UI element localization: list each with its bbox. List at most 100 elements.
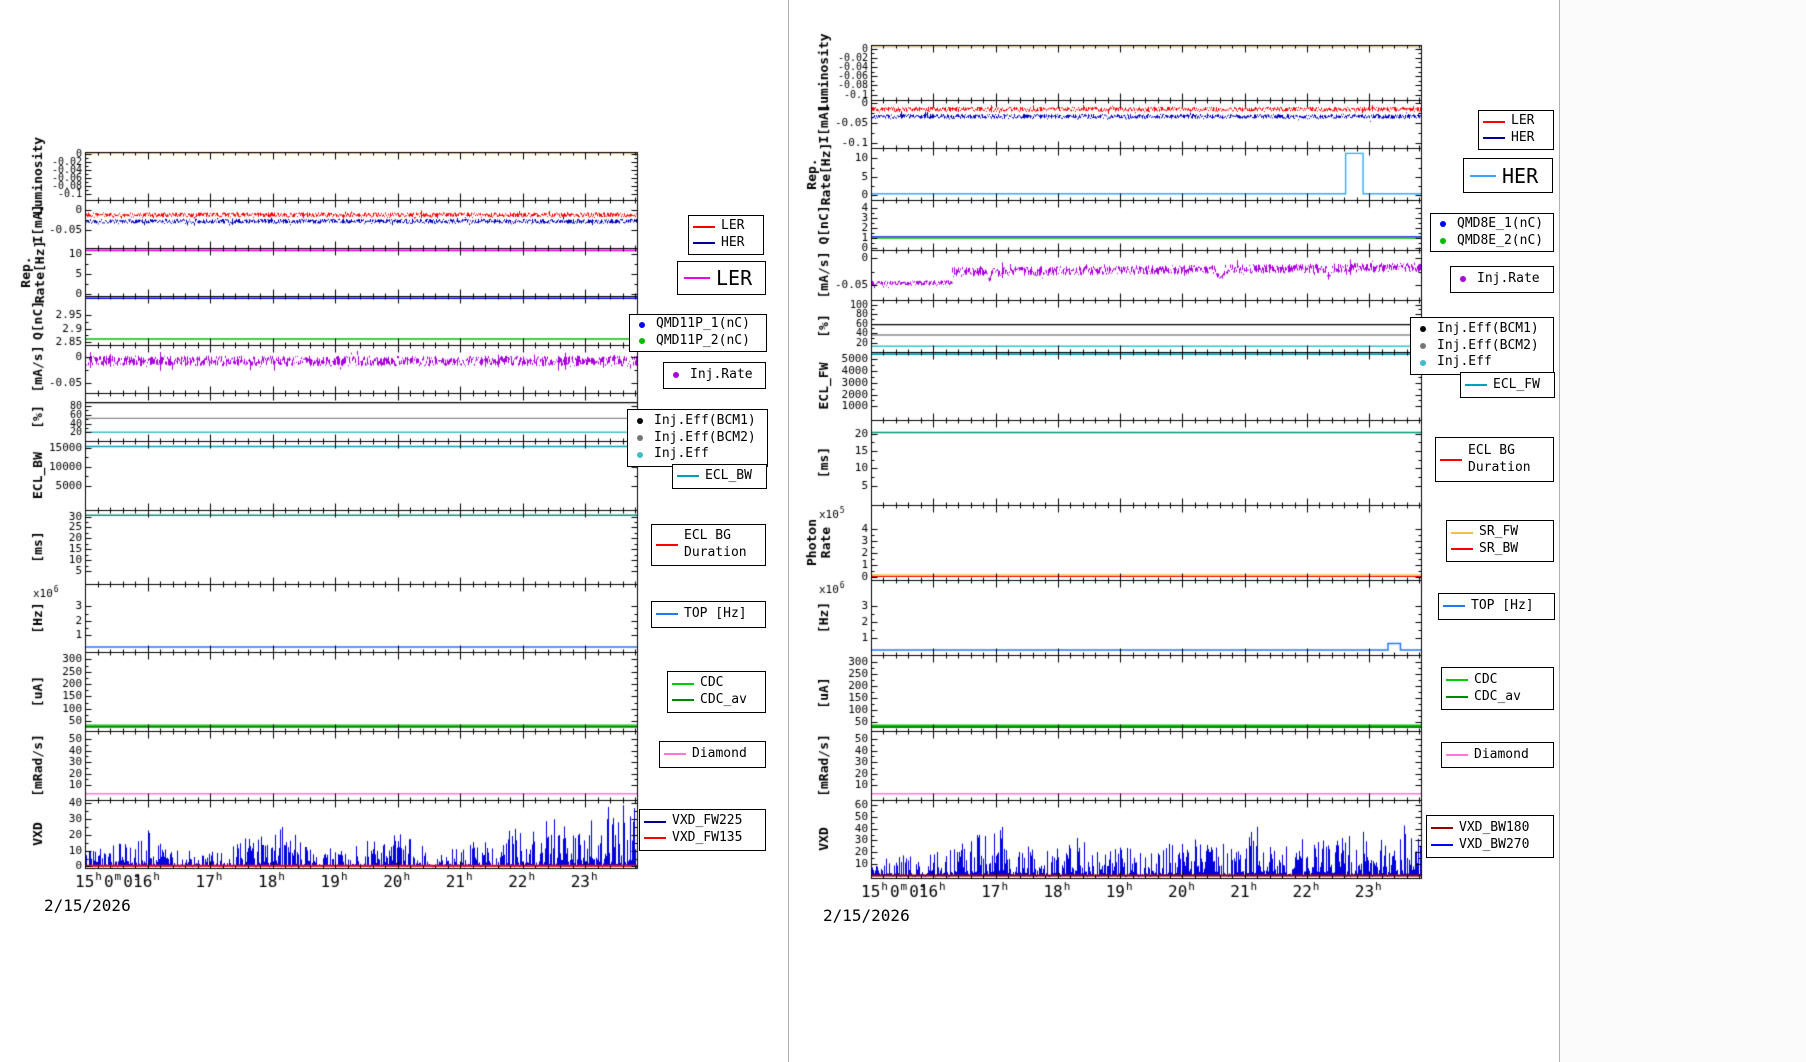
legend-ecl: ECL_FW — [1460, 372, 1555, 398]
legend-current: LER HER — [1478, 110, 1554, 150]
marker-line-icon — [664, 753, 686, 756]
legend-sr: SR_FW SR_BW — [1446, 520, 1554, 562]
marker-dot-icon — [673, 372, 679, 379]
legend-label: HER — [1502, 163, 1539, 188]
legend-entry: Inj.Eff(BCM1) — [1415, 321, 1549, 338]
marker-line-icon — [1451, 531, 1473, 534]
legend-label: Inj.Eff — [654, 446, 709, 462]
legend-label: QMD8E_1(nC) — [1457, 215, 1544, 231]
marker-line-icon — [672, 682, 694, 685]
marker-line-icon — [1446, 753, 1468, 756]
legend-label: VXD_BW180 — [1459, 819, 1530, 835]
legend-label: HER — [721, 235, 745, 250]
legend-entry: VXD_BW270 — [1431, 837, 1549, 854]
legend-entry: Diamond — [1446, 747, 1549, 764]
marker-dot-icon — [1420, 342, 1426, 349]
legend-entry: CDC — [1446, 672, 1549, 689]
legend-label: QMD11P_1(nC) — [656, 316, 750, 332]
legend-entry: ECL BG Duration — [656, 528, 761, 562]
legend-vxd: VXD_FW225 VXD_FW135 — [639, 809, 766, 851]
legend-injeff: Inj.Eff(BCM1) Inj.Eff(BCM2) Inj.Eff — [1410, 317, 1554, 375]
legend-rep-big: HER — [1463, 158, 1553, 193]
legend-entry: ECL BG Duration — [1440, 443, 1549, 477]
legend-label: ECL BG Duration — [684, 528, 747, 560]
legend-label: VXD_FW225 — [672, 813, 743, 829]
marker-line-icon — [1446, 679, 1468, 682]
marker-dot-icon — [639, 338, 645, 345]
date-label-right: 2/15/2026 — [823, 906, 910, 925]
panel-right: LER HER HER QMD8E_1(nC) QMD8E_2(nC) Inj.Rate I… — [789, 0, 1560, 1062]
legend-entry: LER — [693, 218, 759, 235]
legend-entry: HER — [693, 235, 759, 252]
legend-entry: VXD_FW225 — [644, 813, 761, 830]
legend-entry: QMD8E_2(nC) — [1435, 233, 1549, 250]
marker-dot-icon — [637, 418, 643, 425]
legend-entry: SR_FW — [1451, 524, 1549, 541]
strip-chart-canvas-right — [789, 0, 1559, 1062]
legend-cdc: CDC CDC_av — [1441, 667, 1554, 710]
marker-line-icon — [656, 544, 678, 546]
legend-current: LER HER — [688, 215, 764, 255]
legend-top: TOP [Hz] — [651, 601, 766, 628]
date-label-left: 2/15/2026 — [44, 896, 131, 915]
legend-label: VXD_FW135 — [672, 830, 743, 845]
legend-entry: CDC — [672, 675, 761, 692]
legend-entry: VXD_BW180 — [1431, 820, 1549, 837]
legend-injrate: Inj.Rate — [663, 362, 766, 389]
marker-line-icon — [672, 699, 694, 702]
marker-line-icon — [1431, 843, 1453, 846]
marker-line-icon — [644, 837, 666, 840]
marker-line-icon — [677, 475, 699, 478]
marker-line-icon — [1431, 827, 1453, 830]
legend-qmd: QMD11P_1(nC) QMD11P_2(nC) — [629, 314, 767, 352]
marker-line-icon — [1470, 174, 1496, 177]
legend-injeff: Inj.Eff(BCM1) Inj.Eff(BCM2) Inj.Eff — [627, 409, 768, 467]
legend-label: Inj.Eff(BCM1) — [654, 412, 756, 428]
legend-label: LER — [716, 266, 753, 290]
legend-label: ECL BG Duration — [1468, 442, 1531, 475]
legend-label: VXD_BW270 — [1459, 836, 1530, 852]
marker-dot-icon — [1440, 221, 1446, 228]
legend-label: ECL_BW — [705, 468, 752, 484]
legend-label: Inj.Eff — [1437, 354, 1492, 370]
legend-label: TOP [Hz] — [1471, 598, 1534, 614]
legend-label: Inj.Eff(BCM2) — [1437, 337, 1539, 353]
legend-eclbg: ECL BG Duration — [1435, 437, 1554, 482]
legend-entry: Inj.Eff(BCM2) — [632, 430, 763, 447]
legend-label: CDC — [1474, 671, 1498, 687]
marker-line-icon — [684, 277, 710, 279]
marker-line-icon — [656, 613, 678, 616]
marker-line-icon — [1483, 137, 1505, 140]
marker-line-icon — [1465, 383, 1487, 386]
legend-entry: CDC_av — [1446, 689, 1549, 706]
legend-entry: LER — [684, 265, 759, 291]
legend-entry: Inj.Eff(BCM1) — [632, 413, 763, 430]
marker-dot-icon — [1420, 326, 1426, 333]
legend-entry: VXD_FW135 — [644, 830, 761, 847]
legend-label: ECL_FW — [1493, 376, 1540, 392]
legend-label: Inj.Rate — [1477, 271, 1540, 287]
legend-label: CDC_av — [1474, 688, 1521, 704]
legend-injrate: Inj.Rate — [1450, 266, 1554, 293]
legend-eclbg: ECL BG Duration — [651, 524, 766, 566]
legend-entry: Inj.Eff — [1415, 354, 1549, 371]
marker-dot-icon — [1440, 237, 1446, 244]
legend-label: TOP [Hz] — [684, 606, 747, 622]
legend-diamond: Diamond — [659, 741, 766, 768]
legend-entry: QMD11P_1(nC) — [634, 316, 762, 333]
marker-line-icon — [1483, 120, 1505, 123]
legend-label: CDC — [700, 675, 724, 691]
legend-label: Diamond — [1474, 746, 1529, 762]
marker-dot-icon — [1420, 359, 1426, 366]
legend-entry: Inj.Rate — [1455, 271, 1549, 288]
legend-label: QMD11P_2(nC) — [656, 333, 750, 348]
legend-entry: ECL_BW — [677, 468, 762, 485]
legend-ecl: ECL_BW — [672, 464, 767, 489]
legend-entry: QMD11P_2(nC) — [634, 333, 762, 350]
legend-label: HER — [1511, 130, 1535, 145]
legend-qmd: QMD8E_1(nC) QMD8E_2(nC) — [1430, 213, 1554, 252]
legend-entry: Inj.Rate — [668, 367, 761, 384]
legend-vxd: VXD_BW180 VXD_BW270 — [1426, 815, 1554, 858]
marker-dot-icon — [637, 451, 643, 458]
